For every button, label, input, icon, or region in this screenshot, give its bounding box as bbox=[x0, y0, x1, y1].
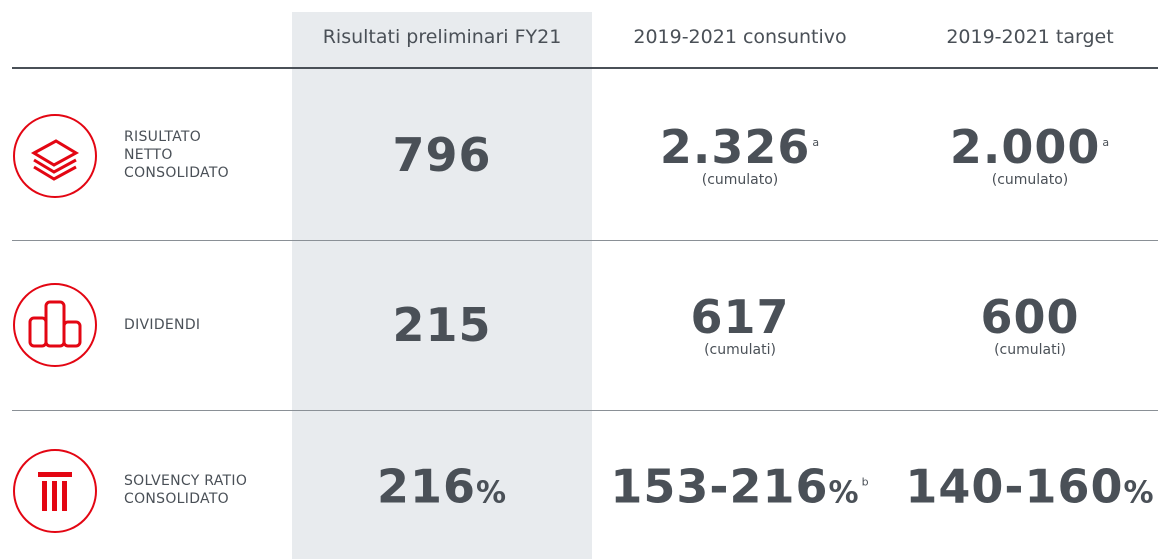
icon-money bbox=[13, 114, 97, 198]
label-line: DIVIDENDI bbox=[124, 317, 201, 333]
cell: 153-216% b bbox=[610, 462, 869, 519]
column-header: 2019-2021 target bbox=[946, 26, 1114, 48]
icon-coins bbox=[13, 283, 97, 367]
value-number: 617 bbox=[690, 290, 790, 344]
row-label: RISULTATO NETTO CONSOLIDATO bbox=[124, 128, 229, 182]
value-number: 215 bbox=[392, 298, 492, 352]
value: 796 bbox=[392, 130, 491, 180]
label-line: RISULTATO bbox=[124, 129, 202, 145]
value-unit: % bbox=[1123, 475, 1155, 511]
value-number: 2.000 bbox=[949, 120, 1101, 174]
cell: 617 (cumulati) bbox=[690, 292, 789, 358]
header-rule bbox=[12, 67, 1158, 69]
highlight-column bbox=[292, 12, 592, 559]
row-label: DIVIDENDI bbox=[124, 316, 200, 334]
icon-pillar bbox=[13, 449, 97, 533]
value-note: (cumulati) bbox=[704, 342, 776, 358]
column-header: Risultati preliminari FY21 bbox=[322, 26, 562, 48]
value: 600 bbox=[980, 292, 1079, 342]
label-line: CONSOLIDATO bbox=[124, 165, 229, 181]
value-number: 600 bbox=[980, 290, 1080, 344]
cell: 600 (cumulati) bbox=[980, 292, 1079, 358]
cell: 796 bbox=[392, 130, 491, 180]
value-number: 153-216 bbox=[610, 459, 829, 514]
column-header: 2019-2021 consuntivo bbox=[633, 26, 847, 48]
value-note: (cumulato) bbox=[991, 172, 1069, 188]
cell: 216% bbox=[377, 462, 507, 519]
cell: 2.000 a (cumulato) bbox=[950, 122, 1110, 188]
row-label: SOLVENCY RATIO CONSOLIDATO bbox=[124, 472, 247, 508]
value: 216% bbox=[377, 462, 507, 519]
row-rule bbox=[12, 410, 1158, 411]
value-unit: % bbox=[828, 475, 860, 511]
value-number: 216 bbox=[376, 459, 476, 514]
cell: 140-160% bbox=[905, 462, 1154, 519]
value-unit: % bbox=[475, 475, 508, 511]
footnote-mark: a bbox=[1102, 136, 1111, 149]
row-rule bbox=[12, 240, 1158, 241]
value-number: 796 bbox=[392, 128, 492, 182]
cell: 215 bbox=[392, 300, 491, 350]
label-line: SOLVENCY RATIO bbox=[124, 473, 248, 489]
footnote-mark: a bbox=[812, 136, 821, 149]
value: 140-160% bbox=[905, 462, 1154, 519]
value-number: 2.326 bbox=[659, 120, 811, 174]
value-note: (cumulati) bbox=[994, 342, 1066, 358]
value-note: (cumulato) bbox=[701, 172, 779, 188]
value: 215 bbox=[392, 300, 491, 350]
value: 2.000 a bbox=[950, 122, 1110, 172]
value: 2.326 a bbox=[660, 122, 820, 172]
cell: 2.326 a (cumulato) bbox=[660, 122, 820, 188]
footnote-mark: b bbox=[861, 475, 870, 489]
value: 153-216% b bbox=[610, 462, 869, 519]
value-number: 140-160 bbox=[905, 459, 1124, 514]
label-line: NETTO bbox=[124, 147, 173, 163]
value: 617 bbox=[690, 292, 789, 342]
label-line: CONSOLIDATO bbox=[124, 491, 229, 507]
